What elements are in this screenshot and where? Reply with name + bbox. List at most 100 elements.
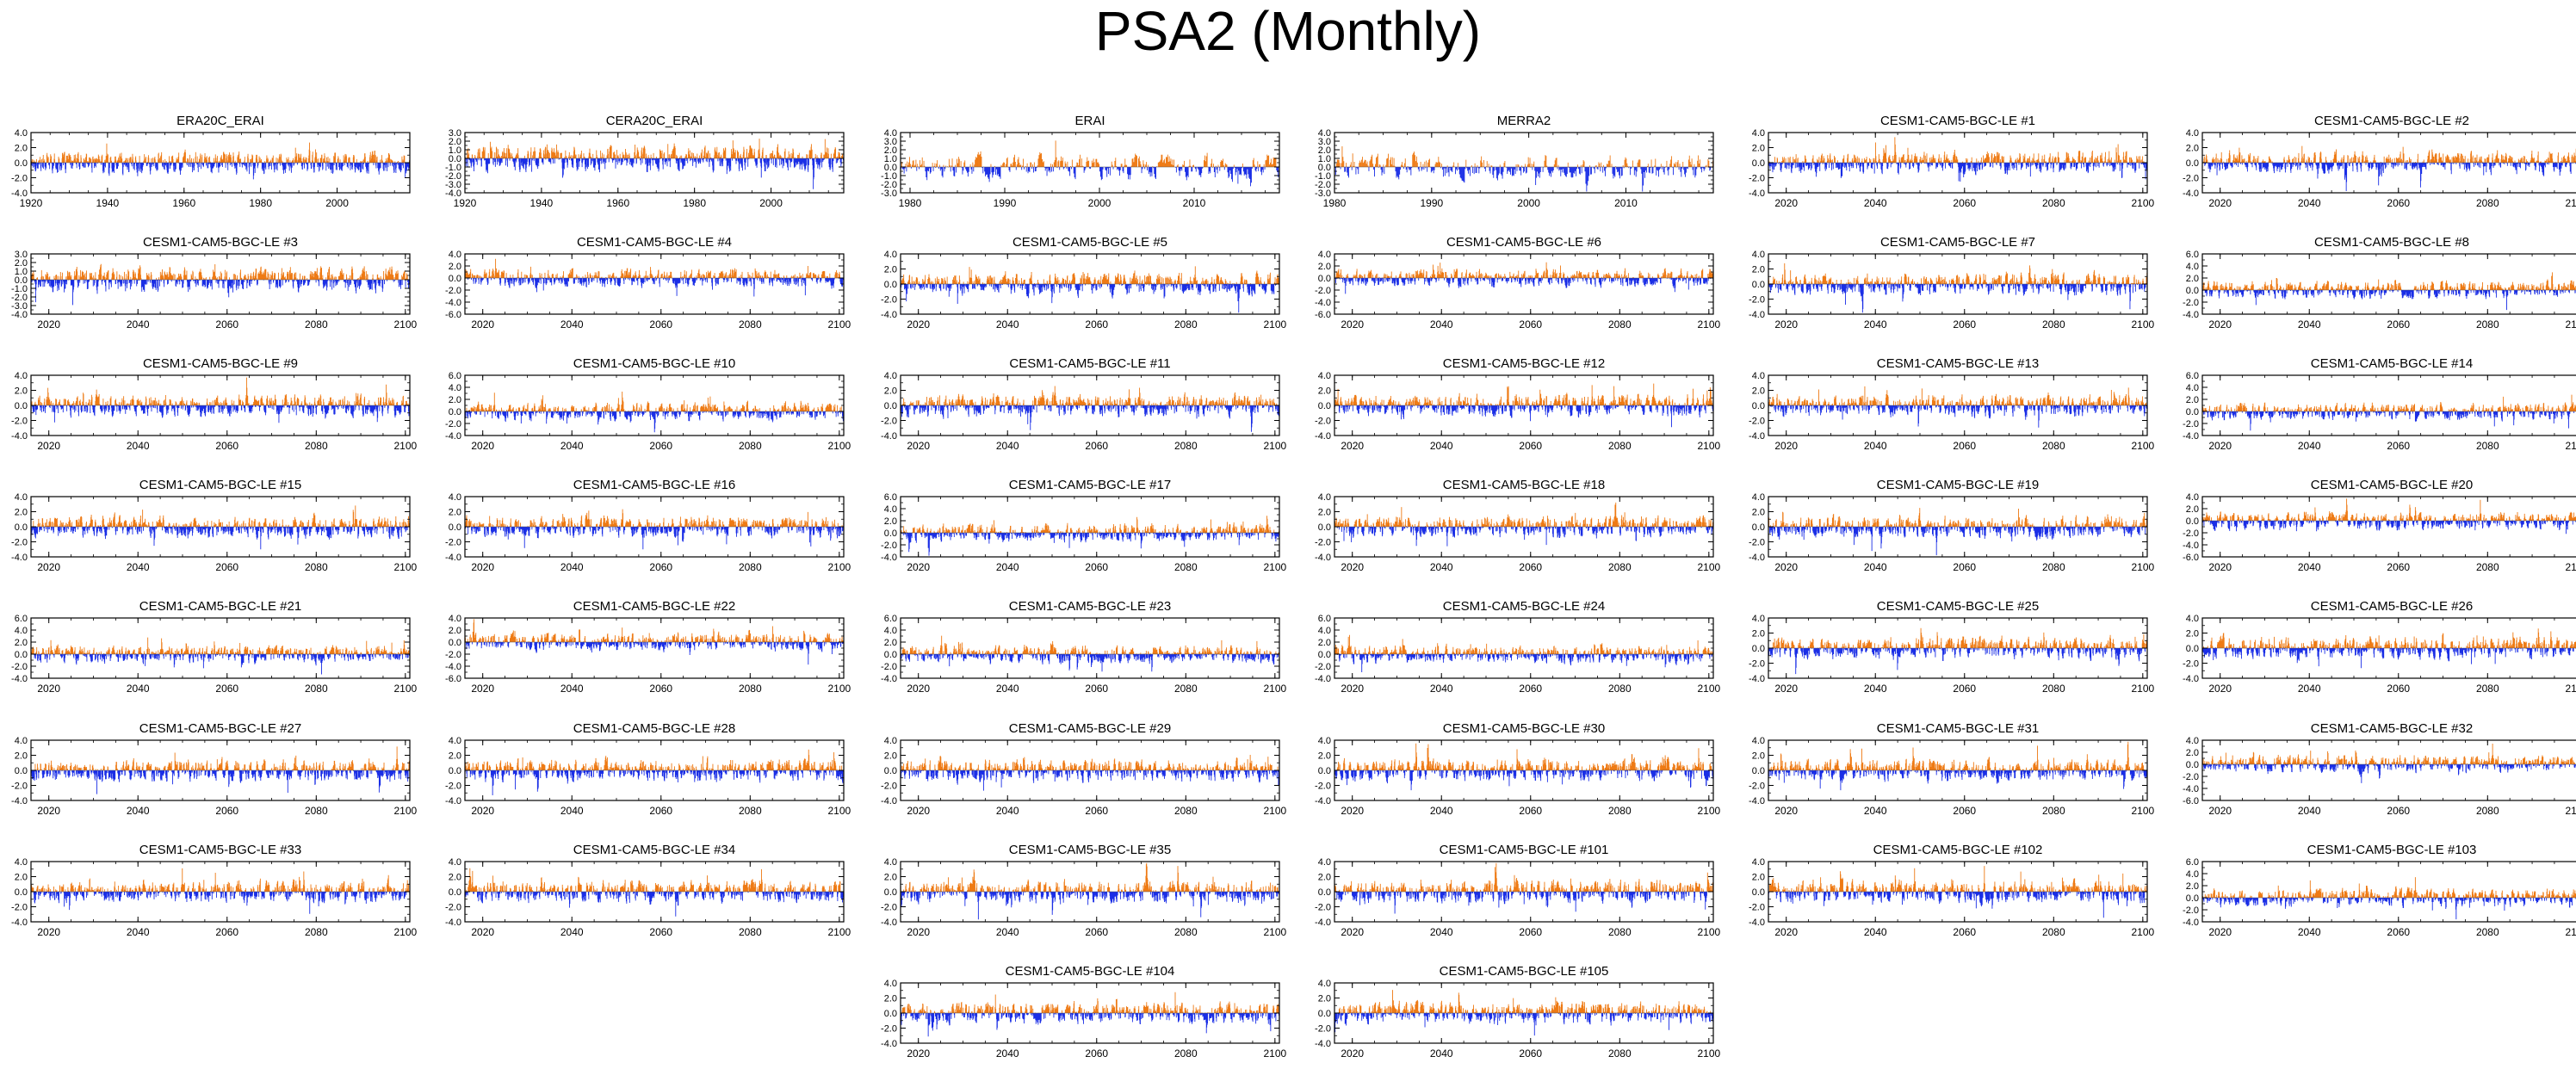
y-tick-label: 6.0 [2186,857,2199,868]
x-tick-label: 2100 [827,318,851,331]
y-tick-label: 4.0 [15,626,28,636]
x-tick-label: 2080 [2042,440,2065,452]
y-tick-label: 4.0 [2186,262,2199,272]
y-tick-label: 2.0 [15,508,28,518]
chart-title: CESM1-CAM5-BGC-LE #18 [1443,478,1605,492]
positive-bars [902,386,1278,405]
positive-bars [465,749,843,770]
y-tick-label: -4.0 [2183,918,2199,928]
x-tick-label: 2020 [2208,197,2232,209]
x-tick-label: 2100 [827,926,851,938]
x-tick-label: 2020 [907,683,930,695]
x-tick-label: 2040 [1430,318,1453,331]
positive-bars [1768,386,2148,405]
y-tick-label: 2.0 [884,994,897,1004]
y-tick-label: -2.0 [1749,903,1765,913]
chart-panel: CESM1-CAM5-BGC-LE #105 4.0 2.0 0.0 -2.0 -4.0 2… [1315,964,1720,1060]
x-tick-label: 2040 [1864,440,1887,452]
x-tick-label: 2060 [2387,926,2410,938]
negative-bars [1768,770,2148,791]
y-tick-label: 6.0 [2186,371,2199,381]
y-tick-label: -2.0 [11,538,28,548]
positive-bars [900,516,1280,533]
chart-panel: CESM1-CAM5-BGC-LE #28 4.0 2.0 0.0 -2.0 -4.0 20… [445,721,851,817]
y-tick-label: 0.0 [2186,158,2199,169]
positive-bars [1334,262,1713,278]
chart-title: CESM1-CAM5-BGC-LE #34 [573,843,735,857]
x-tick-label: 2060 [649,561,672,573]
y-tick-label: -6.0 [445,674,461,684]
x-tick-label: 2100 [393,683,417,695]
y-tick-label: 4.0 [449,383,461,393]
y-tick-label: 2.0 [2186,274,2199,284]
y-tick-label: 4.0 [15,736,28,746]
y-tick-label: 0.0 [1752,644,1765,654]
x-tick-label: 2080 [2476,197,2499,209]
chart-title: CESM1-CAM5-BGC-LE #104 [1006,964,1175,979]
y-tick-label: -4.0 [1749,188,1765,199]
x-tick-label: 2020 [1341,561,1364,573]
y-tick-label: 2.0 [15,873,28,883]
x-tick-label: 2100 [827,805,851,817]
y-tick-label: 0.0 [449,638,461,648]
x-tick-label: 2020 [907,440,930,452]
x-tick-label: 2080 [305,318,328,331]
x-tick-label: 2060 [649,440,672,452]
y-tick-label: -4.0 [2183,674,2199,684]
y-tick-label: -1.0 [11,284,28,294]
plot-frame [2201,861,2576,923]
y-tick-label: -4.0 [445,431,461,442]
chart-panel: CESM1-CAM5-BGC-LE #9 4.0 2.0 0.0 -2.0 -4.0 202… [11,356,417,452]
chart-panel: CESM1-CAM5-BGC-LE #32 4.0 2.0 0.0 -2.0 -4.0 -6… [2183,721,2576,817]
chart-title: CESM1-CAM5-BGC-LE #29 [1009,721,1171,736]
y-tick-label: -2.0 [881,662,897,672]
x-tick-label: 2040 [996,805,1019,817]
x-tick-label: 2100 [827,683,851,695]
x-tick-label: 2080 [1174,440,1198,452]
negative-bars [1768,892,2148,918]
y-tick-label: -2.0 [1315,903,1331,913]
y-tick-label: 2.0 [449,751,461,762]
x-tick-label: 2100 [2565,440,2576,452]
positive-bars [465,139,844,158]
x-tick-label: 2020 [2208,926,2232,938]
y-tick-label: -2.0 [1315,417,1331,427]
y-tick-label: 2.0 [884,145,897,156]
x-tick-label: 2040 [2298,318,2321,331]
y-tick-label: 6.0 [884,614,897,624]
chart-panel: CESM1-CAM5-BGC-LE #25 4.0 2.0 0.0 -2.0 -4.0 20… [1749,599,2154,695]
y-tick-label: -4.0 [881,796,897,806]
x-tick-label: 2080 [1608,440,1632,452]
chart-panel: CESM1-CAM5-BGC-LE #4 4.0 2.0 0.0 -2.0 -4.0 -6.… [445,235,851,331]
y-tick-label: -4.0 [11,918,28,928]
negative-bars [464,770,845,796]
x-tick-label: 2020 [471,561,494,573]
y-tick-label: 0.0 [884,766,897,776]
x-tick-label: 2060 [1953,805,1976,817]
x-tick-label: 2100 [1697,318,1720,331]
negative-bars [1336,527,1713,547]
x-tick-label: 2040 [127,318,150,331]
y-tick-label: -3.0 [445,180,461,190]
x-tick-label: 2020 [37,561,60,573]
x-tick-label: 2040 [2298,926,2321,938]
x-tick-label: 1980 [683,197,706,209]
x-tick-label: 2100 [1263,318,1286,331]
x-tick-label: 2060 [1519,440,1542,452]
x-tick-label: 2080 [1174,805,1198,817]
y-tick-label: 4.0 [884,371,897,381]
y-tick-label: 1.0 [884,154,897,164]
plot-frame [2201,739,2576,801]
y-tick-label: -2.0 [445,903,461,913]
y-tick-label: -4.0 [11,188,28,199]
positive-bars [30,637,411,654]
chart-title: CESM1-CAM5-BGC-LE #21 [139,599,301,614]
chart-title: CESM1-CAM5-BGC-LE #23 [1009,599,1171,614]
chart-panel: CESM1-CAM5-BGC-LE #14 6.0 4.0 2.0 0.0 -2.0 -4.… [2183,356,2576,452]
x-tick-label: 2040 [996,440,1019,452]
chart-title: CESM1-CAM5-BGC-LE #28 [573,721,735,736]
x-tick-label: 2060 [1519,1047,1542,1060]
x-tick-label: 2020 [37,805,60,817]
x-tick-label: 2060 [1953,683,1976,695]
x-tick-label: 2060 [1085,683,1108,695]
